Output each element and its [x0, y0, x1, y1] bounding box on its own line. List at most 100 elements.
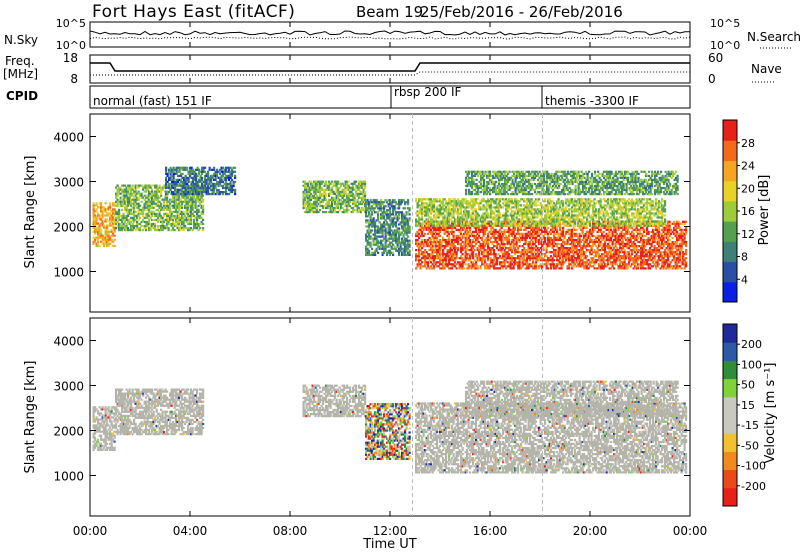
- echo-cell: [125, 196, 128, 199]
- echo-cell: [368, 231, 371, 234]
- echo-cell: [638, 249, 641, 252]
- echo-cell: [145, 202, 148, 205]
- echo-cell: [175, 180, 178, 184]
- echo-cell: [652, 257, 655, 260]
- echo-cell: [649, 259, 652, 262]
- echo-cell: [187, 172, 190, 175]
- echo-cell: [440, 253, 443, 256]
- echo-cell: [509, 232, 512, 235]
- echo-cell: [337, 180, 340, 183]
- echo-cell: [617, 242, 620, 246]
- echo-cell: [372, 203, 375, 206]
- echo-cell: [232, 184, 235, 188]
- echo-cell: [517, 261, 520, 264]
- echo-cell: [375, 239, 378, 242]
- echo-cell: [179, 224, 182, 228]
- echo-cell: [402, 251, 405, 254]
- echo-cell: [207, 172, 210, 175]
- echo-cell: [107, 240, 110, 243]
- echo-cell: [359, 202, 362, 206]
- echo-cell: [377, 227, 380, 230]
- echo-cell: [599, 234, 602, 238]
- echo-cell: [583, 242, 586, 246]
- echo-cell: [430, 261, 433, 264]
- echo-cell: [457, 236, 460, 240]
- echo-cell: [140, 184, 143, 187]
- echo-cell: [535, 265, 538, 268]
- echo-cell: [146, 198, 149, 201]
- echo-cell: [464, 220, 467, 223]
- echo-cell: [386, 217, 389, 220]
- echo-cell: [643, 230, 646, 233]
- echo-cell: [408, 227, 411, 230]
- echo-cell: [452, 234, 455, 238]
- echo-cell: [575, 253, 578, 256]
- echo-cell: [466, 226, 469, 229]
- echo-cell: [116, 216, 119, 219]
- echo-cell: [398, 207, 401, 210]
- echo-cell: [484, 230, 487, 233]
- echo-cell: [152, 206, 155, 209]
- echo-cell: [213, 184, 216, 188]
- echo-cell: [632, 249, 635, 252]
- echo-cell: [387, 203, 390, 206]
- echo-cell: [569, 230, 572, 233]
- echo-cell: [92, 202, 95, 205]
- echo-cell: [383, 249, 386, 252]
- echo-cell: [650, 245, 653, 248]
- echo-cell: [424, 261, 427, 264]
- echo-cell: [121, 224, 124, 228]
- echo-cell: [499, 263, 502, 266]
- echo-cell: [503, 257, 506, 260]
- echo-cell: [139, 208, 142, 211]
- echo-cell: [356, 194, 359, 197]
- echo-cell: [514, 257, 517, 260]
- echo-cell: [302, 198, 305, 201]
- echo-cell: [166, 194, 169, 197]
- echo-cell: [497, 232, 500, 235]
- echo-cell: [172, 204, 175, 207]
- echo-cell: [316, 194, 319, 197]
- echo-cell: [619, 267, 622, 270]
- echo-cell: [580, 265, 583, 268]
- echo-cell: [481, 228, 484, 231]
- echo-cell: [396, 241, 399, 244]
- echo-cell: [649, 242, 652, 246]
- echo-cell: [172, 166, 175, 169]
- echo-cell: [590, 240, 593, 244]
- echo-cell: [100, 210, 103, 213]
- echo-cell: [574, 232, 577, 235]
- echo-cell: [310, 192, 313, 195]
- echo-cell: [605, 236, 608, 240]
- echo-cell: [145, 184, 148, 187]
- echo-cell: [538, 228, 541, 231]
- echo-cell: [106, 238, 109, 241]
- echo-cell: [578, 257, 581, 260]
- echo-cell: [593, 263, 596, 266]
- echo-cell: [496, 245, 499, 248]
- echo-cell: [171, 174, 174, 177]
- echo-cell: [440, 226, 443, 229]
- echo-cell: [596, 230, 599, 233]
- echo-cell: [491, 259, 494, 262]
- echo-cell: [628, 226, 631, 229]
- echo-cell: [569, 236, 572, 240]
- echo-cell: [491, 247, 494, 250]
- echo-cell: [611, 240, 614, 244]
- echo-cell: [613, 251, 616, 254]
- echo-cell: [148, 210, 151, 213]
- echo-cell: [154, 196, 157, 199]
- echo-cell: [320, 194, 323, 197]
- echo-cell: [529, 234, 532, 238]
- echo-cell: [176, 222, 179, 226]
- echo-cell: [106, 226, 109, 229]
- echo-cell: [328, 180, 331, 183]
- echo-cell: [563, 261, 566, 264]
- echo-cell: [590, 238, 593, 242]
- echo-cell: [514, 228, 517, 231]
- echo-cell: [614, 228, 617, 231]
- echo-cell: [314, 204, 317, 208]
- echo-cell: [184, 200, 187, 203]
- echo-cell: [157, 198, 160, 201]
- echo-cell: [180, 172, 183, 175]
